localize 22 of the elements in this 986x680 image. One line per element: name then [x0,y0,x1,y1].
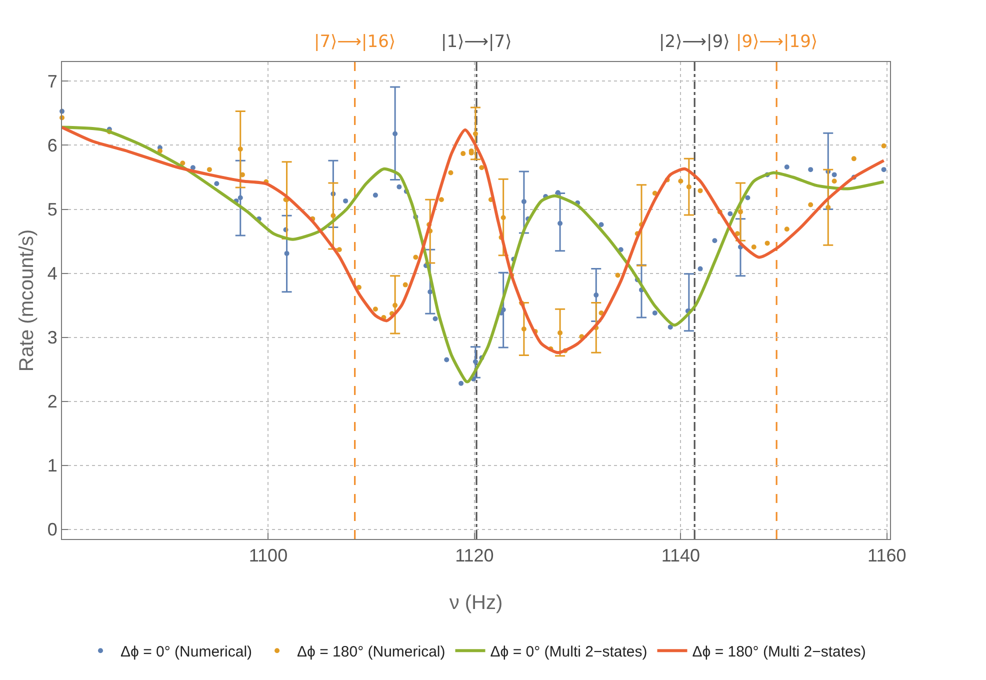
y-tick-label: 2 [47,392,58,412]
x-axis-title: ν (Hz) [449,592,503,614]
ref-line-label: |2⟩⟶|9⟩ [659,32,730,52]
x-tick-label: 1140 [661,546,700,566]
y-tick-label: 1 [47,456,58,476]
y-tick-label: 0 [47,520,58,540]
x-tick-label: 1100 [248,546,288,566]
ref-line-label: |7⟩⟶|16⟩ [314,32,396,52]
x-tick-label: 1120 [455,546,494,566]
y-tick-label: 3 [47,328,58,348]
ref-line-label: |1⟩⟶|7⟩ [441,32,512,52]
legend-label: Δϕ = 0° (Numerical) [120,644,252,660]
legend-label: Δϕ = 180° (Numerical) [297,644,446,660]
y-tick-label: 5 [47,200,58,220]
y-tick-label: 7 [47,72,58,92]
y-axis-title: Rate (mcount/s) [16,229,38,372]
y-tick-label: 6 [47,136,58,156]
x-tick-label: 1160 [868,546,906,566]
ref-line-label: |9⟩⟶|19⟩ [736,32,818,52]
y-tick-label: 4 [47,264,58,284]
legend-label: Δϕ = 0° (Multi 2−states) [490,644,648,660]
legend-label: Δϕ = 180° (Multi 2−states) [692,644,866,660]
